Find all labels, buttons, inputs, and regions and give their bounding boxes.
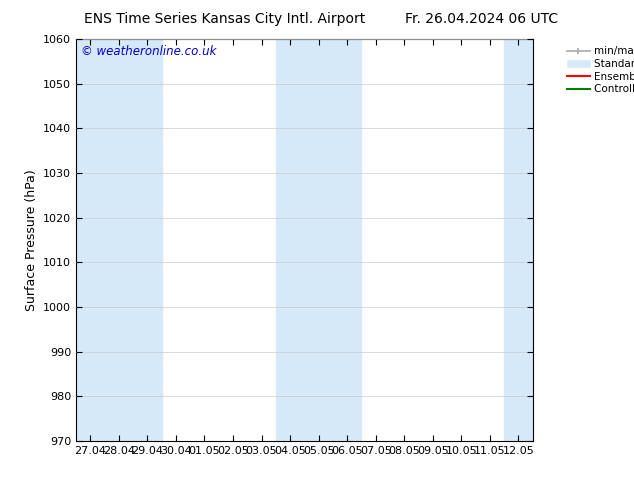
Bar [504, 39, 533, 441]
Legend: min/max, Standard deviation, Ensemble mean run, Controll run: min/max, Standard deviation, Ensemble me… [565, 45, 634, 97]
Text: © weatheronline.co.uk: © weatheronline.co.uk [81, 45, 216, 58]
Text: ENS Time Series Kansas City Intl. Airport: ENS Time Series Kansas City Intl. Airpor… [84, 12, 366, 26]
Bar [304, 39, 333, 441]
Bar [105, 39, 133, 441]
Y-axis label: Surface Pressure (hPa): Surface Pressure (hPa) [25, 169, 37, 311]
Bar [133, 39, 162, 441]
Bar [76, 39, 105, 441]
Text: Fr. 26.04.2024 06 UTC: Fr. 26.04.2024 06 UTC [405, 12, 559, 26]
Bar [333, 39, 361, 441]
Bar [276, 39, 304, 441]
